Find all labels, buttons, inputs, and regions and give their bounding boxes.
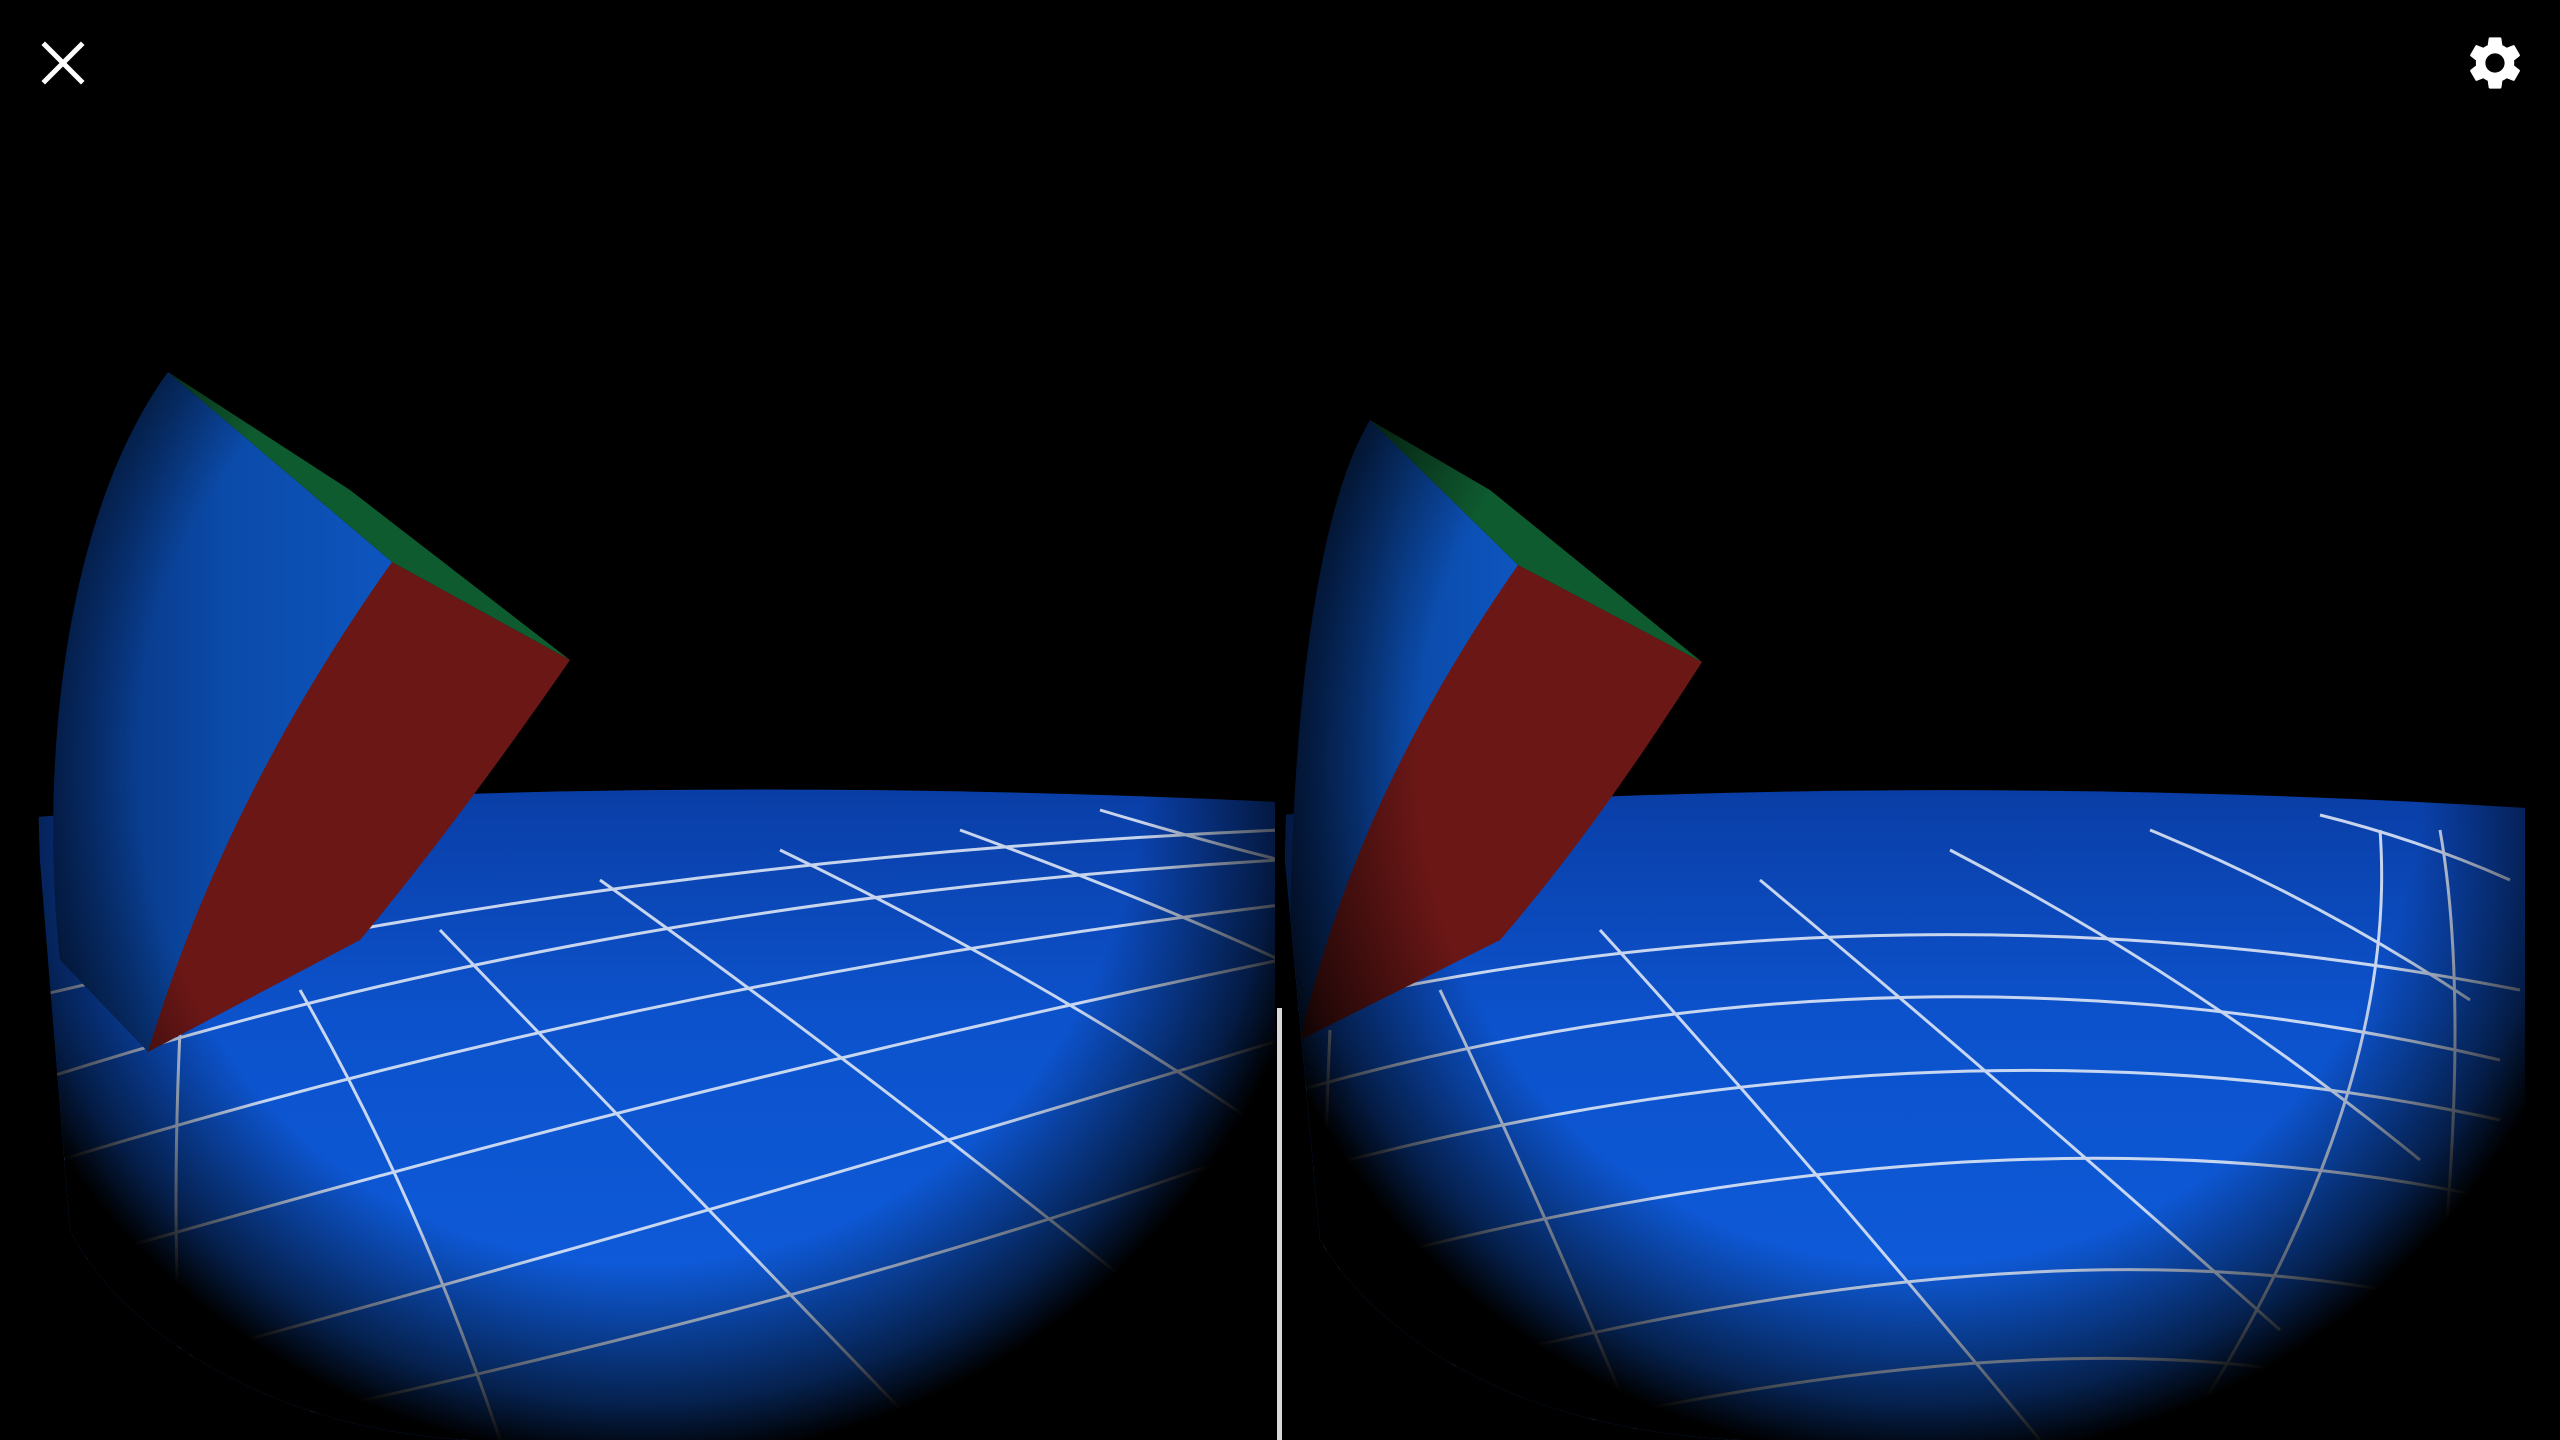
right-eye-view	[1280, 0, 2560, 1440]
settings-button[interactable]	[2452, 20, 2538, 106]
close-button[interactable]	[22, 22, 104, 104]
left-eye-view	[0, 0, 1280, 1440]
close-icon	[39, 39, 87, 87]
center-divider	[1277, 1008, 1282, 1440]
gear-icon	[2463, 31, 2527, 95]
